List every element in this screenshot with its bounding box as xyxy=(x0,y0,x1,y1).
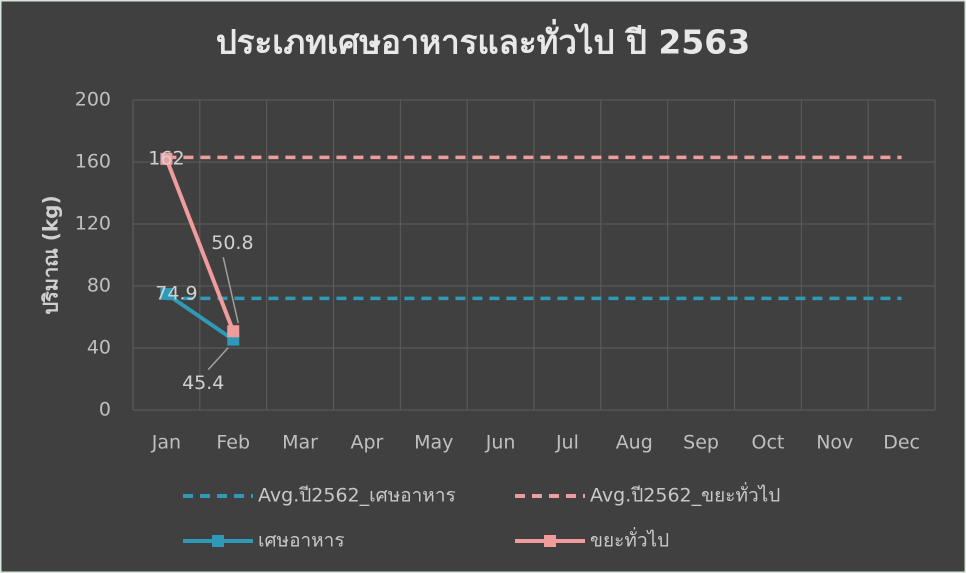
y-tick-label: 160 xyxy=(75,151,111,173)
data-label: 162 xyxy=(148,147,184,169)
series-marker xyxy=(160,152,173,165)
y-tick-label: 120 xyxy=(75,213,111,235)
chart-title: ประเภทเศษอาหารและทั่วไป ปี 2563 xyxy=(216,19,750,62)
y-tick-label: 0 xyxy=(99,399,111,421)
data-label: 50.8 xyxy=(211,232,253,254)
legend-label: ขยะทั่วไป xyxy=(590,527,669,552)
x-tick-label: Feb xyxy=(216,432,250,454)
legend-marker xyxy=(544,535,556,547)
x-tick-label: Jul xyxy=(555,432,579,454)
y-axis-label: ปริมาณ (kg) xyxy=(39,195,63,314)
legend-label: Avg.ปี2562_ขยะทั่วไป xyxy=(590,482,780,507)
y-tick-label: 200 xyxy=(75,89,111,111)
legend-label: เศษอาหาร xyxy=(258,530,345,552)
x-tick-label: Mar xyxy=(282,432,318,454)
x-tick-label: Dec xyxy=(883,432,920,454)
x-tick-label: Jun xyxy=(485,432,516,454)
series-line xyxy=(165,292,235,342)
series-marker xyxy=(160,287,173,300)
y-tick-label: 80 xyxy=(87,275,111,297)
x-tick-label: May xyxy=(414,432,453,454)
legend-label: Avg.ปี2562_เศษอาหาร xyxy=(258,485,456,507)
series-line xyxy=(164,158,236,332)
label-leader xyxy=(222,257,239,324)
legend-marker xyxy=(212,535,224,547)
y-tick-label: 40 xyxy=(87,337,111,359)
x-tick-label: Jan xyxy=(151,432,181,454)
x-tick-label: Oct xyxy=(751,432,784,454)
x-tick-label: Apr xyxy=(350,432,383,454)
x-tick-label: Nov xyxy=(816,432,853,454)
label-leader xyxy=(207,347,229,371)
x-tick-label: Aug xyxy=(616,432,653,454)
data-label: 74.9 xyxy=(155,282,197,304)
data-label: 45.4 xyxy=(182,372,224,394)
x-tick-label: Sep xyxy=(683,432,719,454)
series-marker xyxy=(227,325,240,338)
